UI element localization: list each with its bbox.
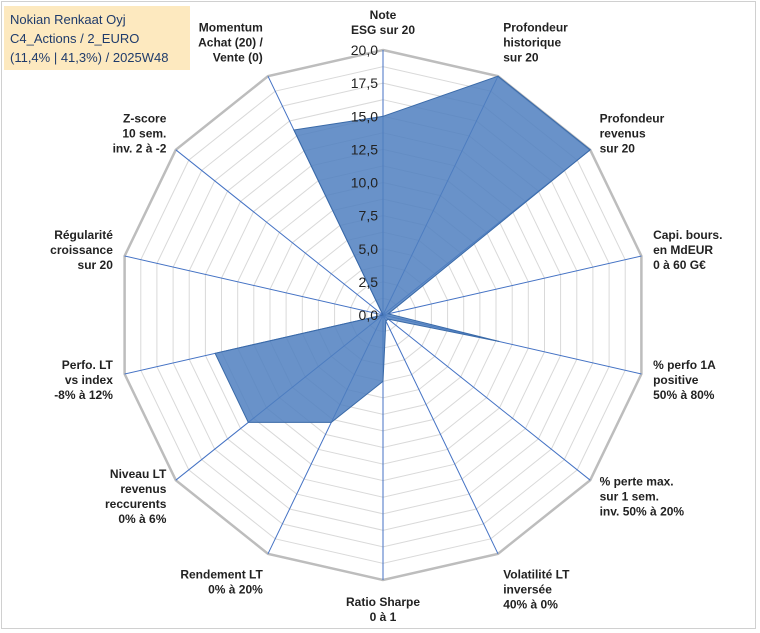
category-label: Z-score 10 sem. inv. 2 à -2 bbox=[113, 112, 167, 156]
tick-label: 17,5 bbox=[351, 75, 378, 91]
axis-spoke bbox=[382, 255, 642, 316]
axis-spoke bbox=[175, 149, 384, 316]
category-label: % perte max. sur 1 sem. inv. 50% à 20% bbox=[600, 474, 685, 518]
axis-spoke bbox=[382, 314, 499, 555]
series-area bbox=[214, 75, 591, 423]
category-label: Perfo. LT vs index -8% à 12% bbox=[54, 358, 113, 402]
category-label: Capi. bours. en MdEUR 0 à 60 G€ bbox=[653, 228, 722, 272]
category-label: Volatilité LT inversée 40% à 0% bbox=[503, 568, 570, 612]
chart-title-box: Nokian Renkaat Oyj C4_Actions / 2_EURO (… bbox=[4, 6, 190, 70]
tick-label: 0,0 bbox=[359, 307, 379, 323]
axis-spoke bbox=[124, 255, 384, 316]
tick-label: 7,5 bbox=[359, 208, 379, 224]
category-label: Momentum Achat (20) / Vente (0) bbox=[198, 20, 263, 64]
category-label: % perfo 1A positive 50% à 80% bbox=[653, 358, 716, 402]
category-label: Niveau LT revenus reccurents 0% à 6% bbox=[105, 467, 167, 526]
category-label: Ratio Sharpe 0 à 1 bbox=[346, 595, 420, 624]
axis-spoke bbox=[382, 314, 591, 481]
title-line-company: Nokian Renkaat Oyj bbox=[10, 12, 126, 27]
tick-label: 20,0 bbox=[351, 42, 378, 58]
category-label: Note ESG sur 20 bbox=[351, 8, 415, 37]
category-label: Profondeur revenus sur 20 bbox=[600, 112, 665, 156]
tick-label: 12,5 bbox=[351, 141, 378, 157]
tick-label: 5,0 bbox=[359, 241, 379, 257]
category-label: Profondeur historique sur 20 bbox=[503, 20, 568, 64]
tick-label: 2,5 bbox=[359, 274, 379, 290]
tick-label: 15,0 bbox=[351, 108, 378, 124]
tick-label: 10,0 bbox=[351, 175, 378, 191]
category-label: Rendement LT 0% à 20% bbox=[180, 568, 263, 597]
category-label: Régularité croissance sur 20 bbox=[50, 228, 113, 272]
title-line-category: C4_Actions / 2_EURO bbox=[10, 31, 140, 46]
title-line-stats: (11,4% | 41,3%) / 2025W48 bbox=[10, 50, 169, 65]
